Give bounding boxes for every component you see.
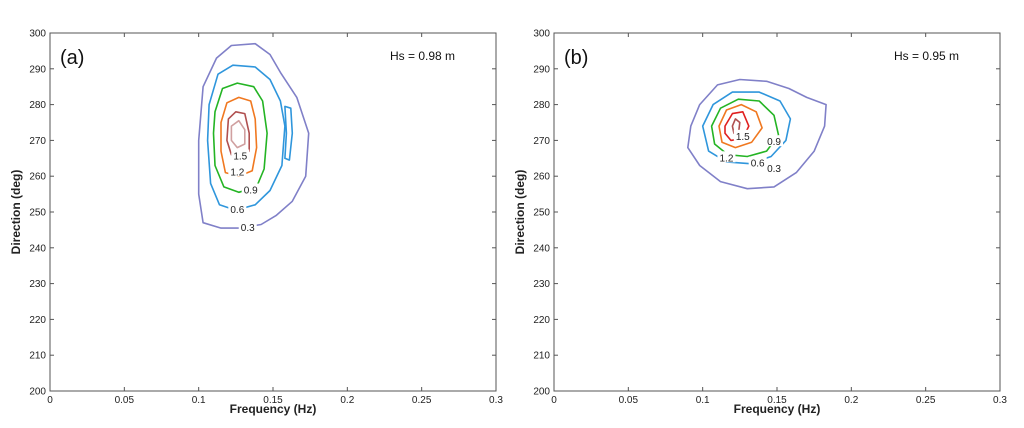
contour-label-bg [717,151,736,163]
y-tick-label: 220 [533,315,550,326]
contour-label-bg [231,149,250,161]
y-tick-label: 290 [29,64,46,75]
contour-label: 1.5 [736,132,750,143]
y-tick-label: 220 [29,315,46,326]
contour-label: 1.5 [233,152,247,163]
hs-annotation-b: Hs = 0.95 m [894,49,959,63]
contour-label: 0.3 [767,164,781,175]
x-tick-label: 0.1 [696,395,710,406]
y-axis-label-a: Direction (deg) [9,170,23,255]
axis-ticks-a: 0 0.05 0.1 0.15 0.2 0.25 0.3 200 210 220 230 240 250… [29,29,503,407]
y-tick-label: 260 [29,172,46,183]
contour-line-0-9 [710,98,780,158]
x-tick-label: 0 [47,395,53,406]
contour-label-bg [241,183,260,195]
x-tick-label: 0.25 [916,395,936,406]
contour-label-bg [733,129,752,141]
x-tick-label: 0.2 [844,395,858,406]
hs-annotation-a: Hs = 0.98 m [390,49,455,63]
x-tick-label: 0.3 [993,395,1007,406]
panel-label-a: (a) [60,47,84,69]
contour-line-0-3 [197,42,310,229]
contour-label: 0.3 [241,223,255,234]
contour-label: 0.6 [230,205,244,216]
contour-label: 1.2 [230,168,244,179]
contour-label-bg [748,156,767,168]
x-tick-label: 0.15 [767,395,787,406]
contour-line-0-3 [686,78,827,190]
contour-label-bg [765,162,784,174]
x-tick-label: 0.1 [192,395,206,406]
x-tick-label: 0.2 [340,395,354,406]
x-tick-label: 0.05 [619,395,639,406]
contour-line-1-2 [718,103,763,149]
y-tick-label: 280 [533,100,550,111]
y-axis-label-b: Direction (deg) [513,170,527,255]
y-tick-label: 240 [533,243,550,254]
contour-label-bg [765,135,784,147]
plot-area-b [553,32,1001,392]
y-tick-label: 270 [533,136,550,147]
y-tick-label: 280 [29,100,46,111]
y-tick-label: 250 [533,208,550,219]
contour-label-bg [238,221,257,233]
contour-label: 0.9 [244,186,258,197]
x-tick-label: 0.15 [263,395,283,406]
x-tick-label: 0 [551,395,557,406]
y-tick-label: 240 [29,243,46,254]
contour-line-1-8 [230,119,246,149]
contour-line-0-9 [212,82,268,194]
contour-label-bg [228,203,247,215]
y-tick-label: 290 [533,64,550,75]
panel-b: 0 0.05 0.1 0.15 0.2 0.25 0.3 200 210 220 230 240 250… [513,29,1007,417]
y-tick-label: 300 [29,29,46,40]
y-tick-label: 300 [533,29,550,40]
y-tick-label: 210 [533,351,550,362]
contour-label: 1.2 [720,153,734,164]
contours-b: 0.30.60.9 1.21.5 [686,78,827,190]
contour-label: 0.9 [767,137,781,148]
y-tick-label: 210 [29,351,46,362]
x-axis-label-a: Frequency (Hz) [230,402,317,416]
contour-line-0-6 [284,105,294,161]
contour-label-bg [228,165,247,177]
y-tick-label: 250 [29,208,46,219]
y-tick-label: 270 [29,136,46,147]
x-axis-label-b: Frequency (Hz) [734,402,821,416]
y-tick-label: 260 [533,172,550,183]
y-tick-label: 230 [29,279,46,290]
panel-label-b: (b) [564,47,588,69]
x-tick-label: 0.3 [489,395,503,406]
axis-ticks-b: 0 0.05 0.1 0.15 0.2 0.25 0.3 200 210 220 230 240 250… [533,29,1007,407]
contours-a: 0.3 0.60.91.2 1.5 [197,42,310,234]
y-tick-label: 200 [29,387,46,398]
contour-line-1-8 [731,118,741,136]
panel-a: 0 0.05 0.1 0.15 0.2 0.25 0.3 200 210 220 230 240 250… [9,29,503,417]
contour-label: 0.6 [751,159,765,170]
y-tick-label: 230 [533,279,550,290]
x-tick-label: 0.25 [412,395,432,406]
contour-line-0-6 [206,64,286,211]
contour-line-1-2 [220,96,258,177]
x-tick-label: 0.05 [115,395,135,406]
y-tick-label: 200 [533,387,550,398]
plot-area-a [49,32,497,392]
